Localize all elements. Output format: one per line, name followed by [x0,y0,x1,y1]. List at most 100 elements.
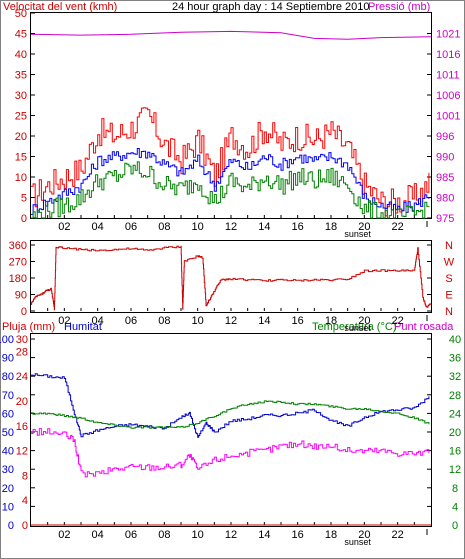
wind-y-tick-label: 10 [15,172,27,184]
x-tick-label: 22 [392,221,404,233]
wind-y-tick-label: 20 [15,131,27,143]
wind-y-tick-label: 15 [15,152,27,164]
rain-y-tick-label: 12 [16,446,28,458]
wind-axis-title: Velocitat del vent (kmh) [3,1,117,13]
temperature-y-tick-label: 32 [449,371,461,383]
direction-series-line [31,245,431,311]
humidity-y-tick-label: 20 [2,483,14,495]
wind-y-tick-label: 30 [15,90,27,102]
rain-y-tick-label: 20 [16,396,28,408]
humidity-y-tick-label: 90 [2,353,14,365]
x-tick-label: 18 [325,529,337,541]
rain-y-tick-label: 0 [22,520,28,532]
x-tick-label: 12 [225,529,237,541]
x-tick-label: 16 [292,221,304,233]
x-tick-label: 12 [225,221,237,233]
rain-y-tick-label: 8 [22,470,28,482]
x-tick-label: 08 [158,315,170,327]
pressure-y-tick-label: 1011 [436,70,460,82]
humidity-y-tick-label: 30 [2,464,14,476]
x-tick-label: 06 [125,315,137,327]
humidity-y-tick-label: 40 [2,446,14,458]
compass-tick-label: S [445,273,452,285]
x-tick-label: 02 [58,221,70,233]
x-tick-label: 16 [292,529,304,541]
temperature-y-tick-label: 4 [452,501,458,513]
x-tick-label: 08 [158,529,170,541]
x-tick-label: 18 [325,315,337,327]
pressure-y-tick-label: 1021 [436,29,460,41]
x-tick-label: 14 [258,221,270,233]
pressure-y-tick-label: 975 [436,213,454,225]
temperature-y-tick-label: 40 [449,334,461,346]
pressure-y-tick-label: 1016 [436,49,460,61]
humidity-y-tick-label: 0 [8,520,14,532]
rain-y-tick-label: 30 [16,334,28,346]
pressure-y-tick-label: 990 [436,152,454,164]
direction-y-tick-label: 360 [9,240,27,252]
temperature-y-tick-label: 36 [449,353,461,365]
compass-tick-label: N [445,240,453,252]
compass-tick-label: W [444,257,455,269]
x-tick-label: 06 [125,529,137,541]
pressure-series-line [30,30,432,40]
pressure-y-tick-label: 1001 [436,111,460,123]
wind-y-tick-label: 50 [15,8,27,20]
humidity-series-line [31,373,430,438]
humidity-y-tick-label: 60 [2,408,14,420]
rain-axis-title: Pluja (mm) [2,321,55,333]
average-series-line [31,148,430,215]
x-tick-label: 10 [192,221,204,233]
humidity-y-tick-label: 70 [2,390,14,402]
wind-y-tick-label: 5 [21,193,27,205]
x-tick-label: 14 [258,315,270,327]
wind-series-line [31,161,430,219]
x-tick-label: 16 [292,315,304,327]
wind-panel-series [30,30,432,219]
pressure-y-tick-label: 996 [436,131,454,143]
x-tick-label: 22 [392,529,404,541]
wind-y-tick-label: 35 [15,70,27,82]
direction-y-tick-label: 270 [9,257,27,269]
rain-y-tick-label: 24 [16,371,28,383]
pressure-axis-title: Pressió (mb) [368,1,430,13]
humidity-y-tick-label: 10 [2,501,14,513]
direction-y-tick-label: 90 [15,290,27,302]
temperature-y-tick-label: 0 [452,520,458,532]
pressure-y-tick-label: 1006 [436,90,460,102]
humidity-y-tick-label: 50 [2,427,14,439]
x-tick-label: 12 [225,315,237,327]
x-tick-label: 08 [158,221,170,233]
pressure-y-tick-label: 980 [436,193,454,205]
dewpoint-axis-title: Punt rosada [394,321,454,333]
wind-panel-frame [30,12,432,219]
x-tick-label: 20 [358,221,370,233]
temperature-y-tick-label: 16 [449,446,461,458]
compass-tick-label: N [445,306,453,318]
pressure-y-tick-label: 985 [436,172,454,184]
sunset-label: sunset [344,537,371,547]
x-tick-label: 10 [192,315,204,327]
x-tick-label: 22 [392,315,404,327]
temperature-y-tick-label: 12 [449,464,461,476]
direction-y-tick-label: 180 [9,273,27,285]
x-tick-label: 04 [92,221,104,233]
wind-y-tick-label: 0 [21,213,27,225]
temperature-series-line [31,400,430,429]
wind-y-tick-label: 45 [15,29,27,41]
wind-panel-axes: 0 5 10 15 20 25 30 35 40 45 50 975 980 985 990 996 1001 1… [15,8,461,239]
wind-y-tick-label: 40 [15,49,27,61]
wind-y-tick-label: 25 [15,111,27,123]
humidity-y-tick-label: 80 [2,371,14,383]
temperature-y-tick-label: 20 [449,427,461,439]
compass-tick-label: E [445,290,452,302]
x-tick-label: 04 [92,315,104,327]
x-tick-label: 18 [325,221,337,233]
x-tick-label: 02 [58,315,70,327]
x-tick-label: 04 [92,529,104,541]
direction-panel-series [31,245,431,311]
temperature-y-tick-label: 28 [449,390,461,402]
